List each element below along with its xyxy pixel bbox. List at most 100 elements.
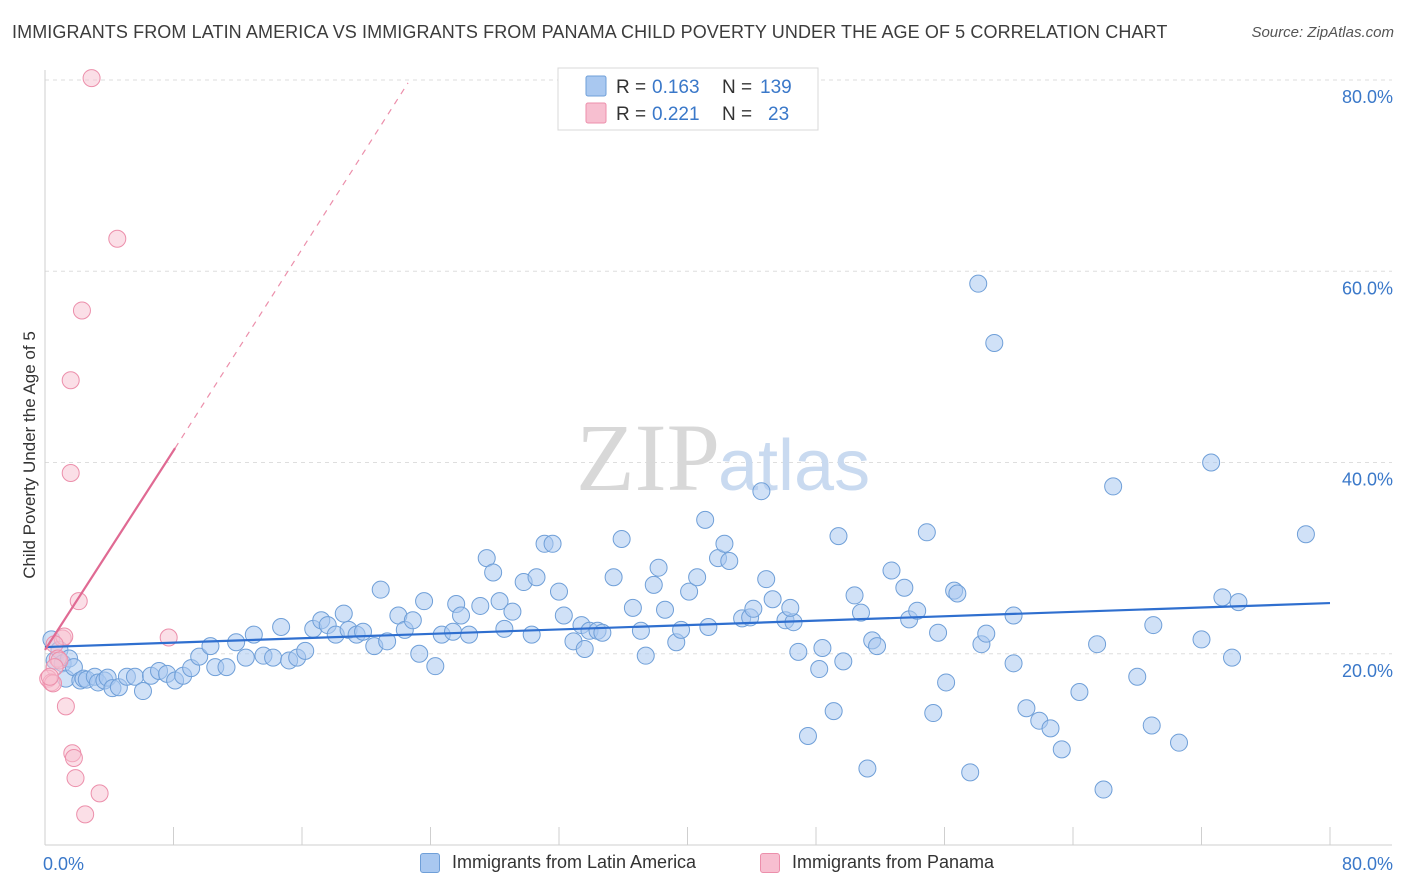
point-latin-america: [985, 333, 1004, 352]
point-latin-america: [604, 568, 623, 587]
point-latin-america: [696, 510, 715, 529]
point-panama: [61, 371, 80, 390]
point-latin-america: [1041, 719, 1060, 738]
point-latin-america: [781, 598, 800, 617]
x-tick-label-max: 80.0%: [1342, 854, 1393, 874]
y-tick-label-80: 80.0%: [1342, 87, 1393, 107]
series-panama: [39, 69, 178, 824]
point-latin-america: [699, 617, 718, 636]
point-latin-america: [969, 274, 988, 293]
point-latin-america: [1004, 654, 1023, 673]
point-latin-america: [575, 639, 594, 658]
bottom-legend: Immigrants from Latin America Immigrants…: [0, 852, 1406, 878]
watermark-zip: ZIP: [576, 404, 720, 511]
point-latin-america: [895, 578, 914, 597]
legend-swatch-pink: [760, 852, 780, 873]
point-panama: [61, 464, 80, 483]
point-latin-america: [236, 648, 255, 667]
point-latin-america: [133, 682, 152, 701]
point-latin-america: [334, 604, 353, 623]
point-latin-america: [948, 584, 967, 603]
point-latin-america: [937, 673, 956, 692]
point-latin-america: [503, 602, 522, 621]
point-latin-america: [1202, 453, 1221, 472]
point-latin-america: [1192, 630, 1211, 649]
point-latin-america: [763, 590, 782, 609]
point-latin-america: [798, 726, 817, 745]
point-latin-america: [484, 563, 503, 582]
point-latin-america: [415, 592, 434, 611]
stats-n-value-1: 139: [760, 77, 792, 98]
stats-r-label-2: R =: [616, 104, 646, 125]
point-latin-america: [495, 619, 514, 638]
legend-swatch-blue: [420, 852, 440, 873]
point-latin-america: [1017, 699, 1036, 718]
point-latin-america: [644, 575, 663, 594]
legend-item-latin-america[interactable]: Immigrants from Latin America: [420, 852, 696, 873]
point-latin-america: [1094, 780, 1113, 799]
point-latin-america: [1052, 740, 1071, 759]
point-latin-america: [296, 641, 315, 660]
point-latin-america: [612, 530, 631, 548]
point-latin-america: [1004, 606, 1023, 625]
point-latin-america: [961, 763, 980, 782]
point-latin-america: [543, 534, 562, 553]
stats-legend-swatch-blue: [585, 75, 607, 97]
point-latin-america: [522, 625, 541, 644]
point-latin-america: [217, 658, 236, 677]
point-latin-america: [672, 620, 691, 639]
point-latin-america: [1142, 716, 1161, 735]
point-latin-america: [264, 648, 283, 667]
stats-legend-swatch-pink: [585, 102, 607, 124]
point-latin-america: [1223, 648, 1242, 667]
gridlines: [45, 79, 1392, 655]
stats-legend: R = 0.163 N = 139 R = 0.221 N = 23: [557, 67, 819, 131]
point-latin-america: [908, 601, 927, 620]
point-latin-america: [623, 598, 642, 617]
point-latin-america: [851, 603, 870, 622]
point-latin-america: [426, 657, 445, 676]
watermark-atlas: atlas: [718, 426, 870, 506]
legend-item-panama[interactable]: Immigrants from Panama: [760, 852, 994, 873]
point-latin-america: [744, 599, 763, 618]
axes: 20.0% 40.0% 60.0% 80.0% 0.0% 80.0%: [43, 70, 1393, 874]
point-latin-america: [554, 606, 573, 625]
point-panama: [56, 697, 75, 716]
point-latin-america: [810, 660, 829, 679]
point-latin-america: [1229, 593, 1248, 612]
point-latin-america: [550, 582, 568, 601]
legend-label-latin-america: Immigrants from Latin America: [452, 852, 697, 872]
point-latin-america: [272, 617, 291, 636]
stats-n-label-2: N =: [722, 104, 752, 125]
trend-line-latin-america: [44, 601, 1331, 649]
point-latin-america: [378, 632, 397, 651]
point-latin-america: [371, 580, 390, 599]
trend-line-panama-extrapolated: [174, 82, 409, 449]
point-latin-america: [190, 647, 209, 666]
point-latin-america: [1070, 683, 1089, 701]
point-latin-america: [656, 600, 675, 619]
point-latin-america: [1170, 733, 1189, 752]
point-latin-america: [813, 639, 832, 658]
point-panama: [76, 805, 95, 824]
point-latin-america: [471, 596, 490, 615]
point-latin-america: [460, 625, 479, 644]
point-latin-america: [631, 621, 650, 640]
point-latin-america: [924, 704, 943, 723]
point-panama: [82, 69, 101, 88]
point-panama: [90, 784, 109, 803]
point-latin-america: [834, 652, 853, 671]
point-latin-america: [715, 534, 734, 553]
point-latin-america: [917, 523, 936, 542]
point-latin-america: [443, 622, 462, 641]
trend-line-panama: [44, 447, 177, 651]
point-panama: [64, 748, 83, 767]
point-latin-america: [829, 527, 848, 546]
y-tick-label-20: 20.0%: [1342, 661, 1393, 681]
y-tick-label-60: 60.0%: [1342, 278, 1393, 298]
point-latin-america: [227, 633, 246, 652]
point-latin-america: [1088, 635, 1107, 654]
point-latin-america: [688, 568, 707, 587]
point-latin-america: [527, 568, 546, 587]
legend-label-panama: Immigrants from Panama: [792, 852, 995, 872]
